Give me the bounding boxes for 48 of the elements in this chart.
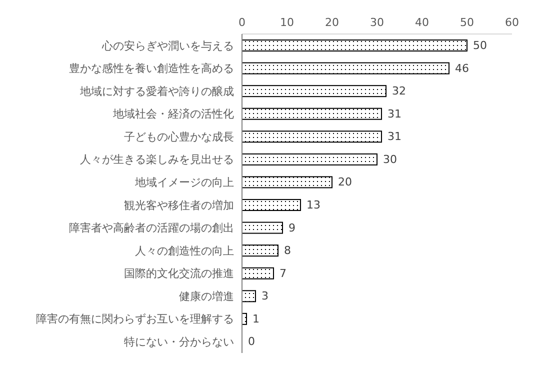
data-label: 46 xyxy=(455,62,469,75)
bar xyxy=(242,130,382,143)
x-tick-label: 40 xyxy=(415,16,429,29)
bar xyxy=(242,267,274,280)
y-tick-label: 人々の創造性の向上 xyxy=(135,244,234,258)
bar xyxy=(242,222,283,234)
y-tick-label: 子どもの心豊かな成長 xyxy=(124,130,234,144)
data-label: 7 xyxy=(280,266,286,280)
y-tick-label: 地域社会・経済の活性化 xyxy=(112,108,234,121)
data-label: 3 xyxy=(262,290,268,303)
data-label: 8 xyxy=(284,244,291,258)
data-label: 1 xyxy=(252,312,260,326)
x-tick-label: 0 xyxy=(238,16,246,29)
bar xyxy=(242,199,301,211)
bar xyxy=(242,108,382,120)
y-tick-label: 心の安らぎや潤いを与える xyxy=(101,39,234,52)
y-tick-label: 地域に対する愛着や誇りの醸成 xyxy=(79,84,234,98)
data-label: 0 xyxy=(248,335,255,348)
bar xyxy=(242,40,468,52)
bar xyxy=(242,244,278,257)
y-tick-label: 国際的文化交流の推進 xyxy=(124,267,234,280)
x-tick-label: 60 xyxy=(505,16,519,29)
data-label: 13 xyxy=(306,198,320,212)
bar xyxy=(242,153,378,166)
data-label: 20 xyxy=(338,176,352,189)
y-tick-label: 特にない・分からない xyxy=(124,336,234,349)
y-tick-label: 健康の増進 xyxy=(179,290,234,303)
bar xyxy=(242,62,450,74)
data-label: 31 xyxy=(388,130,402,144)
y-tick-label: 豊かな感性を養い創造性を高める xyxy=(69,62,234,76)
data-label: 32 xyxy=(392,84,406,98)
data-label: 50 xyxy=(473,39,487,52)
x-tick-label: 10 xyxy=(280,16,294,29)
bar xyxy=(242,290,256,302)
y-tick-label: 地域イメージの向上 xyxy=(134,176,234,190)
x-tick-label: 30 xyxy=(370,16,384,29)
y-tick-label: 観光客や移住者の増加 xyxy=(124,198,234,212)
data-label: 30 xyxy=(383,152,397,166)
x-tick-label: 50 xyxy=(460,16,474,29)
data-label: 9 xyxy=(288,221,296,234)
data-label: 31 xyxy=(388,107,402,120)
y-tick-label: 人々が生きる楽しみを見出せる xyxy=(80,153,234,166)
bar xyxy=(242,312,247,325)
y-tick-label: 障害者や高齢者の活躍の場の創出 xyxy=(69,222,234,235)
y-tick-label: 障害の有無に関わらずお互いを理解する xyxy=(36,312,234,326)
x-tick-label: 20 xyxy=(325,16,339,29)
bar xyxy=(242,85,386,98)
bar xyxy=(242,176,332,188)
